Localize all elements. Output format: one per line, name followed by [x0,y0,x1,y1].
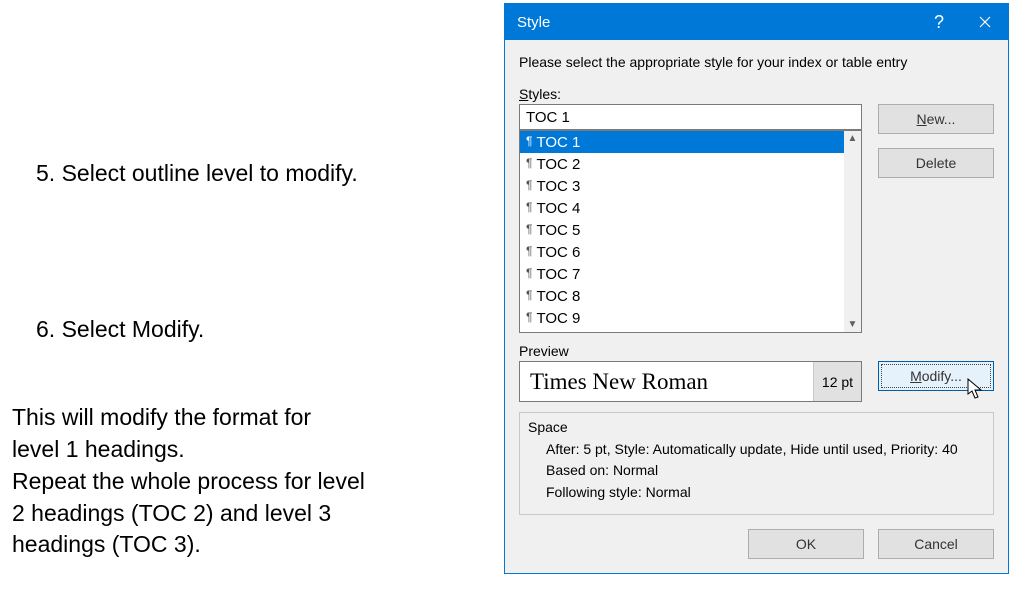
scroll-up-icon[interactable]: ▲ [848,133,858,144]
style-dialog: Style ? Please select the appropriate st… [504,3,1009,574]
pilcrow-icon: ¶ [526,134,532,148]
help-button[interactable]: ? [916,4,962,40]
dialog-title: Style [517,14,550,31]
instruction-step-5: 5. Select outline level to modify. [12,158,492,190]
pilcrow-icon: ¶ [526,156,532,170]
style-description: Space After: 5 pt, Style: Automatically … [519,412,994,515]
scroll-down-icon[interactable]: ▼ [848,319,858,330]
pilcrow-icon: ¶ [526,178,532,192]
preview-label: Preview [519,343,994,359]
pilcrow-icon: ¶ [526,288,532,302]
list-item-label: TOC 1 [536,134,580,151]
delete-button[interactable]: Delete [878,148,994,178]
desc-line1: Space [528,417,985,439]
list-item[interactable]: ¶ TOC 1 [520,131,844,153]
listbox-scrollbar[interactable]: ▲ ▼ [844,131,861,332]
instruction-body-l1: This will modify the format for [12,402,492,434]
list-item[interactable]: ¶ TOC 5 [520,219,844,241]
pilcrow-icon: ¶ [526,310,532,324]
desc-line3: Based on: Normal [528,460,985,482]
list-item-label: TOC 5 [536,222,580,239]
instruction-body-l2: level 1 headings. [12,434,492,466]
dialog-instruction: Please select the appropriate style for … [519,54,994,70]
list-item[interactable]: ¶ TOC 7 [520,263,844,285]
instruction-body-l4: 2 headings (TOC 2) and level 3 [12,498,492,530]
modify-button[interactable]: Modify... [878,361,994,391]
list-item[interactable]: ¶ TOC 4 [520,197,844,219]
new-button[interactable]: New... [878,104,994,134]
preview-font-size: 12 pt [813,362,861,401]
list-item-label: TOC 7 [536,266,580,283]
pilcrow-icon: ¶ [526,200,532,214]
cancel-button[interactable]: Cancel [878,529,994,559]
instruction-body: This will modify the format for level 1 … [12,402,492,561]
ok-button[interactable]: OK [748,529,864,559]
style-name-input[interactable] [519,104,862,130]
list-item-label: TOC 3 [536,178,580,195]
instruction-panel: 5. Select outline level to modify. 6. Se… [12,0,492,561]
instruction-body-l3: Repeat the whole process for level [12,466,492,498]
list-item[interactable]: ¶ TOC 8 [520,285,844,307]
styles-listbox[interactable]: ¶ TOC 1 ¶ TOC 2 ¶ TOC 3 ¶ TOC 4 ¶ TOC 5 ¶ TOC 6 ¶ TOC… [519,130,862,333]
dialog-titlebar[interactable]: Style ? [505,4,1008,40]
instruction-body-l5: headings (TOC 3). [12,529,492,561]
close-icon [979,16,991,28]
list-item-label: TOC 9 [536,310,580,327]
desc-line4: Following style: Normal [528,482,985,504]
pilcrow-icon: ¶ [526,222,532,236]
preview-font-name: Times New Roman [520,369,813,395]
list-item-label: TOC 2 [536,156,580,173]
close-button[interactable] [962,4,1008,40]
preview-box: Times New Roman 12 pt [519,361,862,402]
list-item[interactable]: ¶ TOC 2 [520,153,844,175]
styles-label: Styles: [519,86,862,102]
list-item-label: TOC 8 [536,288,580,305]
instruction-step-6: 6. Select Modify. [12,314,492,346]
list-item[interactable]: ¶ TOC 9 [520,307,844,329]
pilcrow-icon: ¶ [526,244,532,258]
desc-line2: After: 5 pt, Style: Automatically update… [528,439,985,461]
list-item-label: TOC 4 [536,200,580,217]
pilcrow-icon: ¶ [526,266,532,280]
list-item-label: TOC 6 [536,244,580,261]
cursor-icon [967,378,985,400]
list-item[interactable]: ¶ TOC 6 [520,241,844,263]
list-item[interactable]: ¶ TOC 3 [520,175,844,197]
